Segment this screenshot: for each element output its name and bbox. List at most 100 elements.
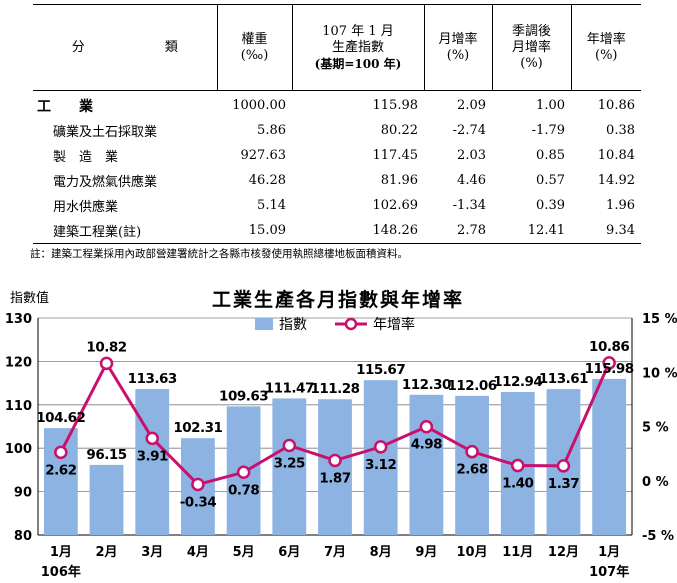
yoy-value-label: 3.91 — [137, 448, 168, 464]
x-tick-label: 1月 — [50, 545, 72, 560]
header-index-line2: 生產指數 — [331, 39, 384, 55]
row-mom: 4.46 — [457, 173, 486, 188]
bar-2 — [89, 464, 124, 535]
bar-1 — [43, 428, 78, 535]
yoy-point-13 — [602, 356, 616, 370]
bar-9 — [409, 394, 444, 535]
x-tick-label: 12月 — [548, 545, 579, 560]
row-category: 製 造 業 — [53, 150, 119, 165]
header-sa-mom: 季調後 月增率 (%) — [491, 4, 571, 91]
yoy-point-1 — [54, 445, 68, 460]
yoy-point-5 — [236, 465, 251, 480]
row-index: 115.98 — [372, 98, 419, 113]
yoy-value-label: 3.25 — [274, 455, 305, 471]
yoy-value-label: 10.82 — [86, 339, 126, 355]
legend-line-marker — [344, 317, 358, 331]
row-mom: 2.03 — [457, 148, 486, 163]
bar-value-label: 112.94 — [493, 374, 542, 390]
header-weight: 權重 (‰) — [216, 4, 292, 91]
bar-value-label: 109.63 — [219, 388, 268, 404]
row-weight: 1000.00 — [232, 98, 286, 113]
header-sa-line2: 月增率 — [511, 39, 551, 55]
yoy-point-4 — [191, 477, 205, 492]
bar-value-label: 115.67 — [356, 362, 405, 378]
table-row: 用水供應業 5.14 102.69 -1.34 0.39 1.96 — [33, 193, 641, 218]
yoy-point-8 — [373, 440, 388, 454]
yoy-point-9 — [419, 419, 434, 434]
header-weight-line2: (‰) — [240, 47, 269, 63]
x-tick-label: 6月 — [278, 545, 300, 560]
row-category: 建築工程業(註) — [33, 218, 217, 244]
header-index-line3: (基期=100 年) — [314, 56, 402, 71]
row-category: 工 業 — [37, 98, 93, 115]
row-sa-mom: 0.85 — [536, 148, 565, 163]
y-tick-label: 90 — [14, 486, 32, 501]
y-axis-label: 指數值 — [10, 290, 49, 306]
row-yoy: 1.96 — [606, 198, 635, 213]
row-weight: 927.63 — [240, 148, 287, 163]
yoy-value-label: 1.37 — [548, 476, 579, 492]
bar-10 — [455, 395, 489, 535]
table-row: 電力及燃氣供應業 46.28 81.96 4.46 0.57 14.92 — [33, 168, 641, 193]
header-yoy-line2: (%) — [595, 47, 618, 63]
row-yoy: 10.86 — [597, 98, 635, 113]
bar-value-label: 111.47 — [265, 380, 314, 396]
table-row: 建築工程業(註) 15.09 148.26 2.78 12.41 9.34 — [33, 218, 641, 244]
y-tick-label: 120 — [5, 355, 32, 370]
y2-tick-label: 15 % — [642, 312, 677, 327]
header-mom-line1: 月增率 — [438, 31, 478, 47]
chart-title: 工業生產各月指數與年增率 — [212, 288, 464, 311]
legend-bar-label: 指數 — [279, 317, 307, 333]
y2-tick-label: 10 % — [642, 366, 677, 381]
header-mom-line2: (%) — [446, 47, 470, 63]
header-index: 107 年 1 月 生產指數 (基期=100 年) — [291, 4, 424, 91]
bar-3 — [135, 389, 170, 535]
row-index: 148.26 — [292, 218, 424, 244]
yoy-value-label: 1.40 — [502, 476, 533, 492]
y-tick-label: 100 — [5, 442, 32, 457]
x-tick-label: 10月 — [457, 545, 488, 560]
yoy-value-label: 4.98 — [411, 437, 442, 453]
yoy-point-11 — [511, 458, 525, 473]
x-tick-label: 3月 — [141, 545, 163, 560]
bar-13 — [592, 378, 627, 535]
row-weight: 5.14 — [257, 198, 286, 213]
legend-bar-swatch — [255, 318, 273, 330]
header-index-line1: 107 年 1 月 — [322, 23, 394, 39]
yoy-point-12 — [556, 459, 571, 473]
yoy-point-3 — [145, 431, 159, 446]
year-label: 106年 — [41, 564, 81, 580]
yoy-value-label: 2.62 — [45, 462, 76, 478]
row-index: 102.69 — [372, 198, 419, 213]
header-weight-line1: 權重 — [241, 31, 268, 47]
row-sa-mom: 1.00 — [536, 98, 565, 113]
yoy-value-label: 0.78 — [228, 482, 259, 498]
bar-value-label: 115.98 — [585, 361, 634, 377]
legend-line-label: 年增率 — [373, 316, 415, 333]
header-mom: 月增率 (%) — [423, 4, 492, 91]
bar-value-label: 96.15 — [86, 447, 126, 463]
row-yoy: 0.38 — [606, 123, 635, 138]
x-tick-label: 4月 — [187, 545, 209, 560]
row-index: 81.96 — [380, 173, 418, 188]
row-mom: -2.74 — [452, 123, 486, 138]
row-sa-mom: 0.57 — [536, 173, 565, 188]
bar-value-label: 104.62 — [36, 410, 85, 426]
row-sa-mom: 12.41 — [492, 218, 571, 244]
bar-value-label: 111.28 — [310, 381, 359, 397]
row-mom: -1.34 — [452, 198, 486, 213]
y2-tick-label: 5 % — [642, 421, 669, 436]
row-sa-mom: -1.79 — [531, 123, 565, 138]
y-tick-label: 130 — [5, 312, 32, 327]
yoy-point-10 — [465, 444, 479, 459]
header-yoy-line1: 年增率 — [586, 31, 626, 47]
yoy-value-label: -0.34 — [180, 494, 217, 510]
y-tick-label: 80 — [14, 529, 32, 544]
row-weight: 5.86 — [257, 123, 286, 138]
row-weight: 46.28 — [248, 173, 286, 188]
row-index: 117.45 — [372, 148, 419, 163]
header-sa-line3: (%) — [520, 55, 543, 71]
bar-value-label: 113.63 — [128, 371, 177, 387]
table-row: 製 造 業 927.63 117.45 2.03 0.85 10.84 — [33, 143, 641, 168]
row-category: 電力及燃氣供應業 — [53, 175, 158, 190]
